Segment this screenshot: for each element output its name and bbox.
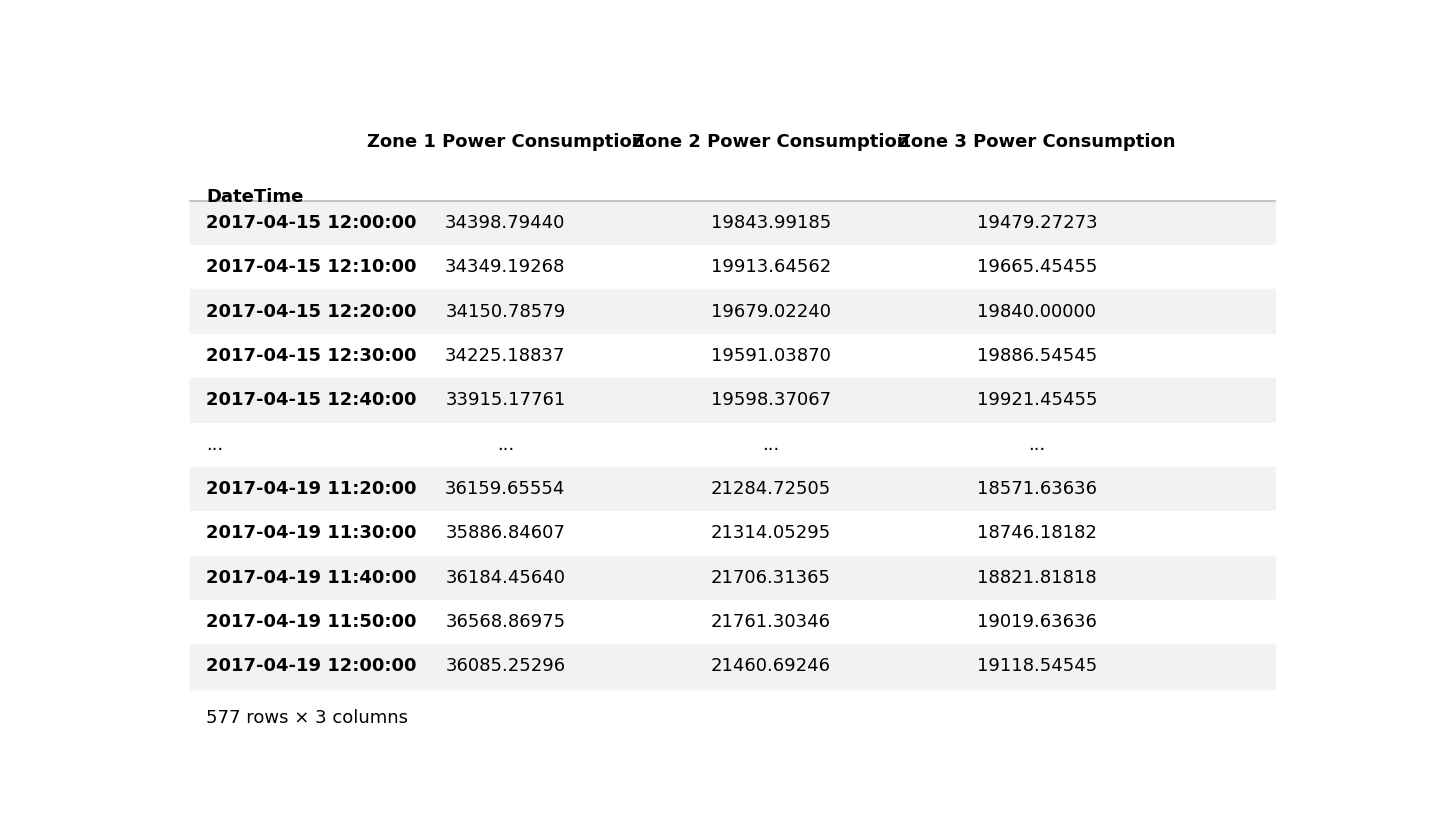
Text: 19665.45455: 19665.45455 xyxy=(977,258,1097,276)
Text: 2017-04-15 12:00:00: 2017-04-15 12:00:00 xyxy=(206,214,417,232)
Text: ...: ... xyxy=(1029,435,1046,454)
Text: 19598.37067: 19598.37067 xyxy=(712,391,832,409)
Text: 34398.79440: 34398.79440 xyxy=(446,214,566,232)
Text: 21284.72505: 21284.72505 xyxy=(712,480,832,498)
Text: Zone 2 Power Consumption: Zone 2 Power Consumption xyxy=(633,133,910,151)
Text: 2017-04-19 11:50:00: 2017-04-19 11:50:00 xyxy=(206,613,417,631)
Text: 19840.00000: 19840.00000 xyxy=(977,303,1096,320)
Text: 19843.99185: 19843.99185 xyxy=(712,214,832,232)
Text: 19591.03870: 19591.03870 xyxy=(712,347,832,365)
Text: 34225.18837: 34225.18837 xyxy=(446,347,566,365)
Text: 36085.25296: 36085.25296 xyxy=(446,658,566,675)
Bar xyxy=(190,600,1275,644)
Text: 18571.63636: 18571.63636 xyxy=(977,480,1097,498)
Text: 2017-04-15 12:10:00: 2017-04-15 12:10:00 xyxy=(206,258,417,276)
Bar xyxy=(190,511,1275,555)
Text: 577 rows × 3 columns: 577 rows × 3 columns xyxy=(206,709,409,727)
Text: 19886.54545: 19886.54545 xyxy=(977,347,1097,365)
Bar xyxy=(190,289,1275,334)
Text: 36184.45640: 36184.45640 xyxy=(446,569,566,586)
Text: 34349.19268: 34349.19268 xyxy=(446,258,566,276)
Text: 33915.17761: 33915.17761 xyxy=(446,391,566,409)
Text: 19479.27273: 19479.27273 xyxy=(976,214,1097,232)
Text: 35886.84607: 35886.84607 xyxy=(446,524,566,542)
Bar xyxy=(190,201,1275,245)
Bar xyxy=(190,334,1275,378)
Bar xyxy=(190,466,1275,511)
Text: 2017-04-15 12:20:00: 2017-04-15 12:20:00 xyxy=(206,303,417,320)
Text: 21706.31365: 21706.31365 xyxy=(712,569,832,586)
Text: Zone 1 Power Consumption: Zone 1 Power Consumption xyxy=(367,133,644,151)
Text: 21460.69246: 21460.69246 xyxy=(712,658,832,675)
Text: 19019.63636: 19019.63636 xyxy=(977,613,1097,631)
Bar xyxy=(190,245,1275,289)
Text: 19118.54545: 19118.54545 xyxy=(977,658,1097,675)
Text: 18821.81818: 18821.81818 xyxy=(977,569,1096,586)
Text: DateTime: DateTime xyxy=(206,188,304,206)
Bar xyxy=(190,423,1275,466)
Text: ...: ... xyxy=(206,435,223,454)
Text: 2017-04-19 11:40:00: 2017-04-19 11:40:00 xyxy=(206,569,417,586)
Text: 34150.78579: 34150.78579 xyxy=(446,303,566,320)
Bar xyxy=(190,555,1275,600)
Text: 2017-04-19 11:30:00: 2017-04-19 11:30:00 xyxy=(206,524,417,542)
Text: 19921.45455: 19921.45455 xyxy=(976,391,1097,409)
Text: Zone 3 Power Consumption: Zone 3 Power Consumption xyxy=(899,133,1176,151)
Bar xyxy=(190,378,1275,423)
Text: 19679.02240: 19679.02240 xyxy=(712,303,832,320)
Text: 21314.05295: 21314.05295 xyxy=(712,524,832,542)
Text: 2017-04-19 12:00:00: 2017-04-19 12:00:00 xyxy=(206,658,417,675)
Text: 36159.65554: 36159.65554 xyxy=(446,480,566,498)
Text: 36568.86975: 36568.86975 xyxy=(446,613,566,631)
Text: 18746.18182: 18746.18182 xyxy=(977,524,1097,542)
Text: ...: ... xyxy=(763,435,780,454)
Text: 21761.30346: 21761.30346 xyxy=(712,613,832,631)
Text: 2017-04-15 12:30:00: 2017-04-15 12:30:00 xyxy=(206,347,417,365)
Text: 19913.64562: 19913.64562 xyxy=(712,258,832,276)
Text: 2017-04-19 11:20:00: 2017-04-19 11:20:00 xyxy=(206,480,417,498)
Text: ...: ... xyxy=(497,435,514,454)
Text: 2017-04-15 12:40:00: 2017-04-15 12:40:00 xyxy=(206,391,417,409)
Bar xyxy=(190,644,1275,689)
